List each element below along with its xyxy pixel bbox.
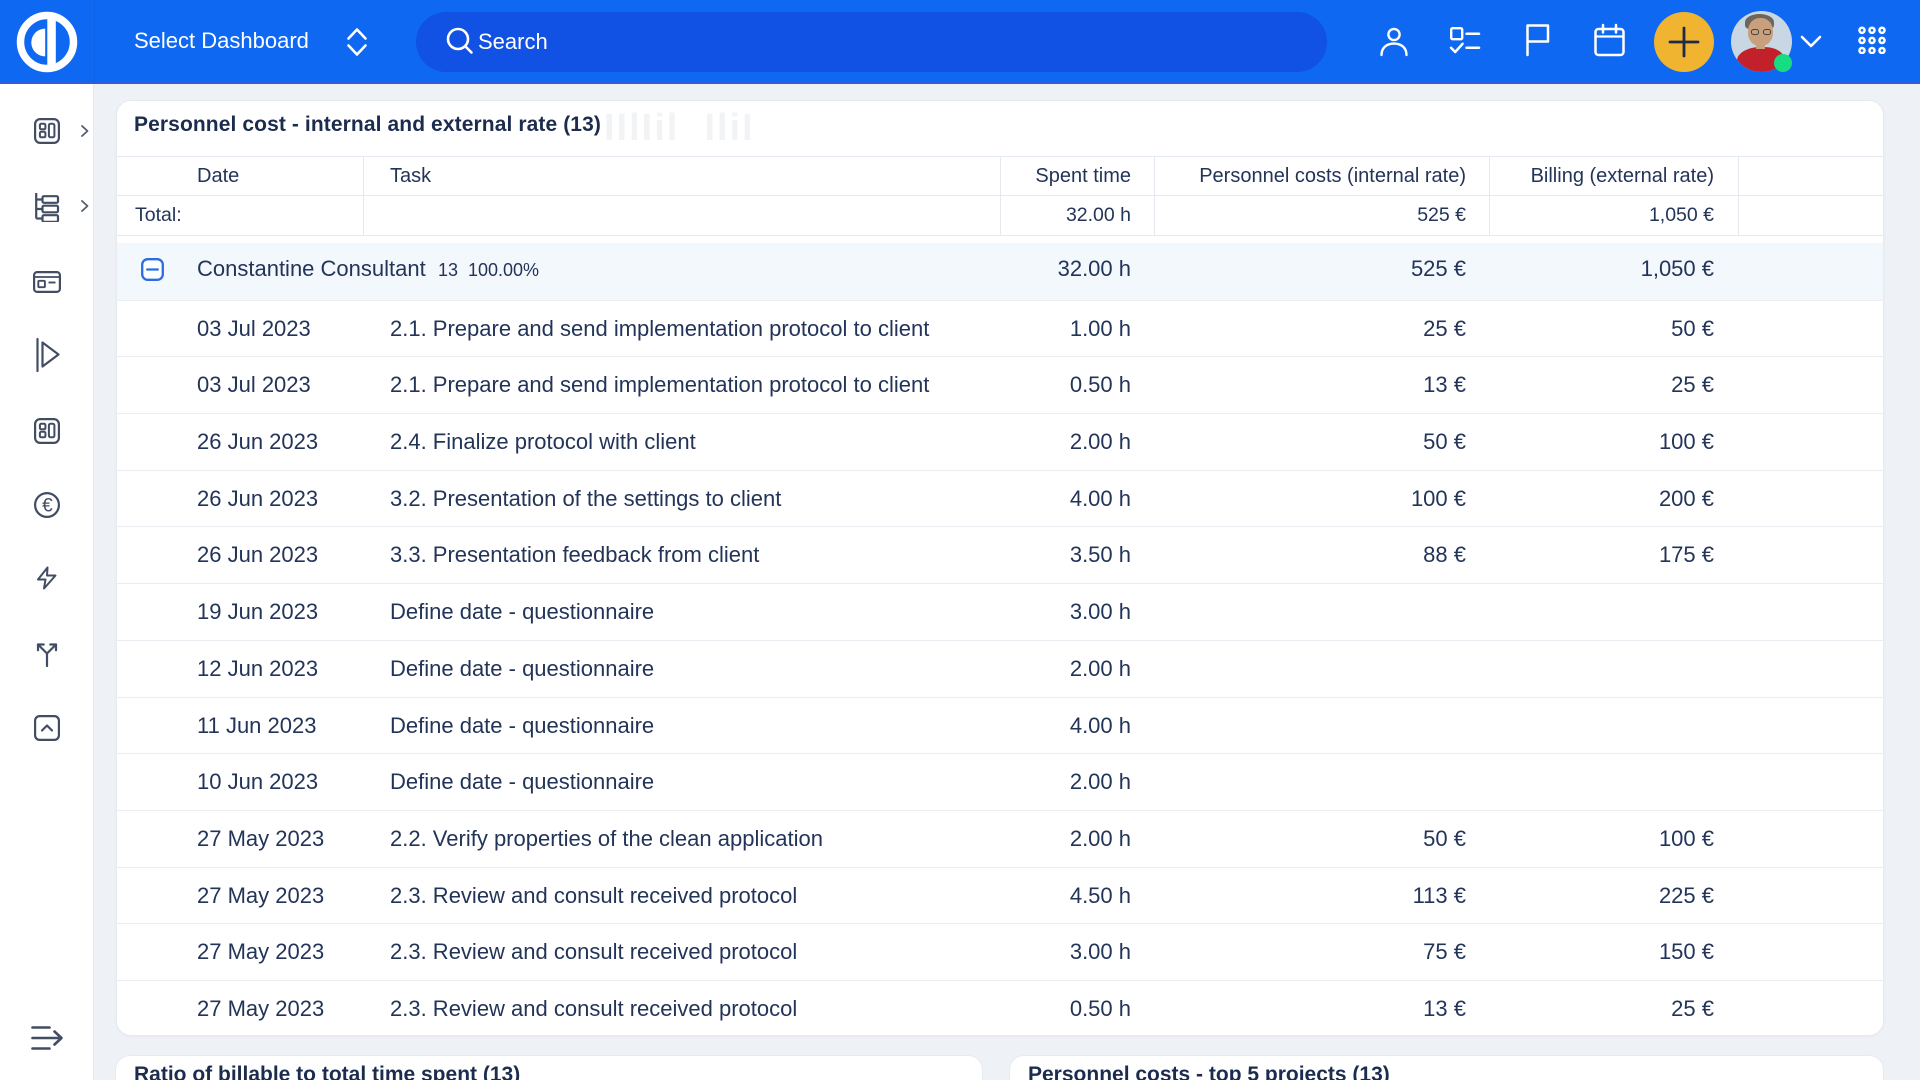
svg-text:€: € (42, 495, 53, 516)
